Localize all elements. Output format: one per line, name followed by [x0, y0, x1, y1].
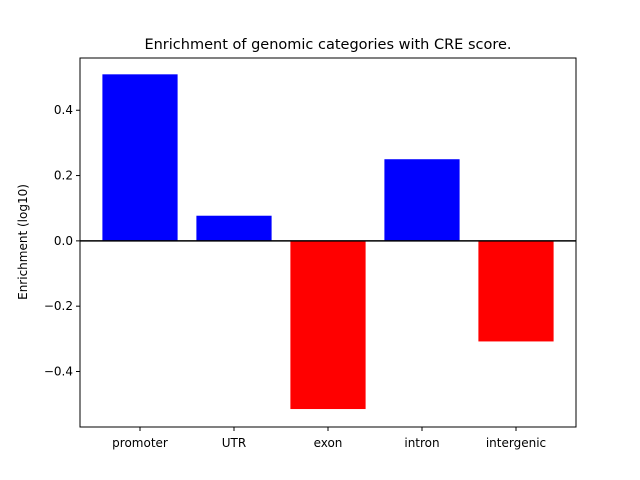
bar-promoter — [102, 74, 178, 241]
x-tick-label-intron: intron — [404, 436, 439, 450]
bar-utr — [196, 215, 272, 241]
x-tick-label-exon: exon — [314, 436, 343, 450]
chart-title: Enrichment of genomic categories with CR… — [144, 37, 511, 53]
y-tick-label: −0.4 — [44, 364, 73, 378]
x-tick-label-utr: UTR — [222, 436, 246, 450]
x-axis: promoter UTR exon intron intergenic — [112, 427, 546, 450]
bar-intron — [384, 159, 460, 241]
y-tick-label: 0.2 — [54, 169, 73, 183]
y-axis-label: Enrichment (log10) — [16, 184, 30, 300]
y-tick-label: 0.4 — [54, 103, 73, 117]
x-tick-label-intergenic: intergenic — [486, 436, 546, 450]
bar-exon — [290, 240, 366, 410]
y-tick-label: −0.2 — [44, 299, 73, 313]
y-tick-label: 0.0 — [54, 234, 73, 248]
bar-intergenic — [478, 240, 554, 342]
x-tick-label-promoter: promoter — [112, 436, 168, 450]
y-axis: −0.4 −0.2 0.0 0.2 0.4 — [44, 103, 80, 378]
bars — [102, 74, 554, 410]
